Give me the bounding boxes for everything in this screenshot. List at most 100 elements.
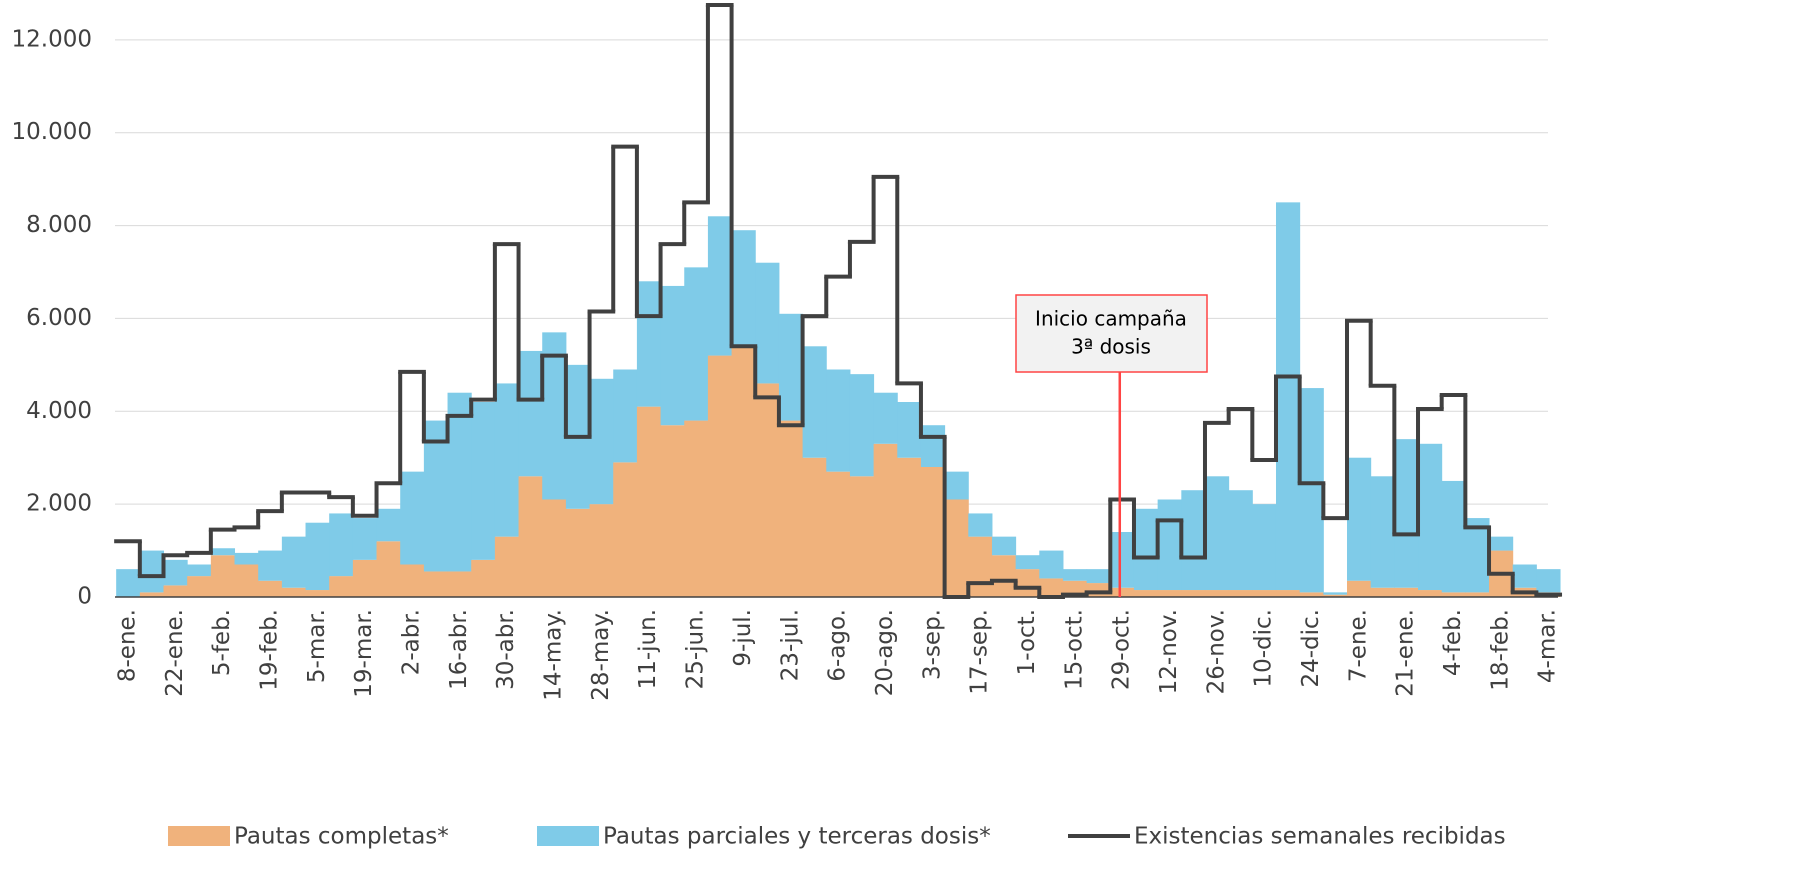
area-segment [1228,490,1253,591]
area-segment [423,420,449,572]
x-tick-label: 15-oct. [1061,609,1087,690]
area-segment [1039,578,1064,597]
area-segment [684,267,709,421]
area-segment [187,564,212,577]
area-segment [1110,587,1135,597]
area-segment [1157,499,1182,591]
area-segment [1086,569,1111,584]
area-segment [542,332,567,500]
area-segment [849,374,875,477]
area-segment [1015,555,1040,570]
area-segment [968,536,993,597]
x-tick-label: 26-nov. [1203,609,1229,694]
y-tick-label: 6.000 [26,305,92,331]
area-segment [542,499,567,597]
area-segment [1394,587,1419,597]
legend-label: Existencias semanales recibidas [1134,824,1506,850]
x-tick-label: 19-mar. [351,609,377,698]
area-segment [636,406,662,597]
area-segment [1299,592,1324,597]
legend-item: Pautas parciales y terceras dosis* [537,824,991,850]
area-segment [139,550,165,593]
area-segment [518,476,543,597]
area-segment [329,513,354,577]
area-segment [1133,590,1159,597]
y-tick-label: 12.000 [12,26,92,52]
x-tick-label: 5-mar. [304,609,330,683]
x-tick-label: 30-abr. [493,609,519,690]
area-segment [447,392,472,572]
annotation-text: Inicio campaña [1035,307,1187,331]
area-segment [944,499,969,597]
x-tick-label: 17-sep. [967,609,993,695]
x-tick-label: 19-feb. [257,609,283,691]
area-segment [1441,480,1466,593]
x-tick-label: 9-jul. [730,609,756,667]
x-tick-label: 21-ene. [1393,609,1419,697]
area-segment [471,559,496,597]
area-segment [589,378,614,505]
y-tick-label: 10.000 [12,119,92,145]
x-tick-label: 3-sep. [919,609,945,680]
area-segment [305,590,330,597]
x-tick-label: 25-jun. [683,609,709,689]
area-segment [1536,569,1561,593]
area-segment [707,355,733,597]
x-tick-label: 11-jun. [635,609,661,689]
area-segment [494,536,520,597]
area-segment [352,518,378,560]
area-segment [731,230,756,347]
area-segment [1418,443,1443,591]
x-tick-label: 12-nov. [1156,609,1182,694]
area-segment [1347,457,1372,581]
area-segment [1275,590,1301,597]
area-segment [187,576,212,597]
area-segment [234,552,259,565]
area-segment [920,425,946,467]
x-tick-label: 1-oct. [1014,609,1040,675]
x-tick-label: 6-ago. [825,609,851,682]
area-segment [281,536,307,588]
area-segment [1181,490,1206,591]
area-segment [518,350,543,477]
area-segment [234,564,259,597]
y-tick-label: 2.000 [26,491,92,517]
area-segment [731,346,756,597]
x-tick-label: 10-dic. [1251,609,1277,688]
legend-label: Pautas completas* [234,824,449,850]
area-segment [1275,202,1301,591]
area-segment [1252,590,1277,597]
area-segment [1062,569,1088,581]
area-segment [116,569,141,597]
x-tick-label: 22-ene. [162,609,188,697]
area-segment [210,548,236,556]
area-segment [471,402,496,560]
area-segment [423,571,449,597]
area-segment [778,313,804,421]
x-tick-label: 7-ene. [1345,609,1371,682]
area-segment [1133,508,1159,591]
x-tick-label: 23-jul. [777,609,803,681]
area-segment [1323,594,1348,597]
area-segment [873,443,898,597]
area-segment [1181,590,1206,597]
x-tick-label: 16-abr. [446,609,472,690]
area-segment [755,383,780,597]
legend-swatch [537,826,599,846]
area-segment [755,262,780,384]
area-segment [944,471,969,500]
area-segment [1204,590,1230,597]
area-segment [802,346,827,458]
x-tick-label: 8-ene. [115,609,141,682]
y-tick-label: 4.000 [26,398,92,424]
x-tick-label: 5-feb. [209,609,235,676]
area-segment [991,555,1017,597]
area-segment [376,541,401,597]
area-segment [305,522,330,591]
legend-item: Existencias semanales recibidas [1068,824,1506,850]
area-segment [1204,476,1230,591]
area-segment [849,476,875,597]
area-segment [1299,388,1324,593]
area-segment [352,559,378,597]
